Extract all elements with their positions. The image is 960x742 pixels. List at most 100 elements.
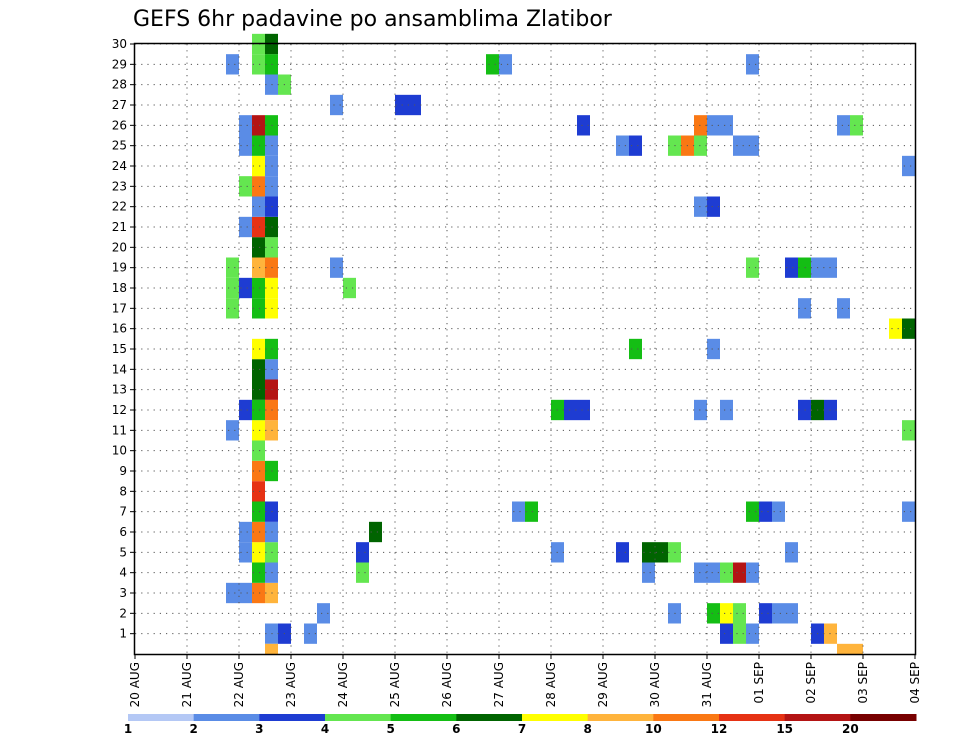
- x-tick-label: 21 AUG: [180, 662, 194, 707]
- heatmap-cell: [616, 135, 629, 156]
- x-tick-label: 25 AUG: [388, 662, 402, 707]
- heatmap-cell: [252, 115, 265, 136]
- heatmap-cell: [252, 216, 265, 238]
- heatmap-cell: [252, 196, 265, 217]
- heatmap-cell: [720, 603, 733, 624]
- heatmap-cell: [902, 501, 915, 522]
- heatmap-cell: [785, 603, 798, 624]
- heatmap-cell: [252, 359, 265, 380]
- heatmap-cell: [577, 115, 590, 136]
- heatmap-cell: [304, 623, 317, 644]
- heatmap-cell: [252, 420, 265, 441]
- legend-label: 7: [518, 722, 526, 736]
- heatmap-cell: [252, 399, 265, 421]
- heatmap-cell: [252, 338, 265, 360]
- y-tick-label: 8: [119, 484, 127, 498]
- heatmap-cell: [512, 501, 525, 522]
- y-tick-label: 1: [119, 627, 127, 641]
- heatmap-cell: [226, 420, 239, 441]
- legend-swatch: [850, 714, 917, 721]
- heatmap-cell: [707, 115, 720, 136]
- heatmap-cell: [252, 155, 265, 177]
- x-tick-label: 28 AUG: [544, 662, 558, 707]
- heatmap-cell: [252, 521, 265, 543]
- heatmap-cell: [356, 562, 369, 583]
- heatmap-cell: [239, 399, 252, 421]
- heatmap-cell: [694, 196, 707, 217]
- heatmap-cell: [252, 481, 265, 502]
- heatmap-cell: [798, 257, 811, 278]
- x-tick-label: 03 SEP: [856, 662, 870, 704]
- y-tick-label: 18: [112, 281, 127, 295]
- heatmap-cell: [837, 298, 850, 319]
- heatmap-cell: [486, 54, 499, 75]
- y-tick-label: 22: [112, 200, 127, 214]
- legend-label: 1: [124, 722, 132, 736]
- heatmap-cell: [837, 115, 850, 136]
- y-tick-label: 20: [112, 240, 127, 254]
- heatmap-cell: [733, 562, 746, 583]
- x-tick-label: 27 AUG: [492, 662, 506, 707]
- heatmap-cell: [707, 603, 720, 624]
- heatmap-cell: [694, 135, 707, 156]
- chart-title: GEFS 6hr padavine po ansamblima Zlatibor: [133, 7, 613, 32]
- heatmap-cell: [720, 399, 733, 421]
- heatmap-cell: [759, 603, 772, 624]
- heatmap-cell: [746, 501, 759, 522]
- y-tick-label: 19: [112, 261, 127, 275]
- heatmap-cell: [694, 399, 707, 421]
- legend-swatch: [259, 714, 326, 721]
- y-tick-label: 28: [112, 78, 127, 92]
- cells-layer: [226, 33, 915, 654]
- heatmap-cell: [239, 135, 252, 156]
- heatmap-cell: [746, 623, 759, 644]
- legend-label: 10: [645, 722, 662, 736]
- y-tick-label: 27: [112, 98, 127, 112]
- heatmap-cell: [733, 623, 746, 644]
- heatmap-cell: [252, 501, 265, 522]
- x-tick-label: 31 AUG: [700, 662, 714, 707]
- legend-swatch: [456, 714, 523, 721]
- heatmap-cell: [720, 562, 733, 583]
- x-tick-label: 01 SEP: [752, 662, 766, 704]
- legend-swatch: [784, 714, 851, 721]
- heatmap-cell: [252, 298, 265, 319]
- heatmap-cell: [239, 582, 252, 604]
- heatmap-cell: [525, 501, 538, 522]
- legend-label: 5: [386, 722, 394, 736]
- x-tick-label: 23 AUG: [284, 662, 298, 707]
- heatmap-cell: [733, 603, 746, 624]
- heatmap-cell: [733, 135, 746, 156]
- heatmap-cell: [720, 623, 733, 644]
- heatmap-cell: [395, 94, 408, 116]
- y-tick-label: 26: [112, 118, 127, 132]
- y-tick-label: 16: [112, 322, 127, 336]
- heatmap-cell: [252, 237, 265, 258]
- heatmap-cell: [642, 562, 655, 583]
- y-tick-label: 2: [119, 606, 127, 620]
- x-tick-label: 04 SEP: [908, 662, 922, 704]
- legend-label: 20: [842, 722, 859, 736]
- y-tick-label: 12: [112, 403, 127, 417]
- heatmap-cell: [226, 582, 239, 604]
- legend-swatch: [587, 714, 654, 721]
- y-tick-label: 4: [119, 566, 127, 580]
- heatmap-cell: [694, 115, 707, 136]
- heatmap-cell: [252, 135, 265, 156]
- heatmap-cell: [746, 562, 759, 583]
- heatmap-cell: [226, 298, 239, 319]
- y-tick-label: 29: [112, 57, 127, 71]
- heatmap-cell: [759, 501, 772, 522]
- y-tick-label: 5: [119, 545, 127, 559]
- heatmap-cell: [850, 643, 863, 654]
- y-axis: 1234567891011121314151617181920212223242…: [112, 37, 135, 641]
- legend-label: 12: [711, 722, 728, 736]
- heatmap-cell: [356, 542, 369, 563]
- x-tick-label: 24 AUG: [336, 662, 350, 707]
- heatmap-cell: [252, 176, 265, 197]
- x-tick-label: 20 AUG: [128, 662, 142, 707]
- heatmap-cell: [707, 562, 720, 583]
- y-tick-label: 11: [112, 423, 127, 437]
- y-tick-label: 3: [119, 586, 127, 600]
